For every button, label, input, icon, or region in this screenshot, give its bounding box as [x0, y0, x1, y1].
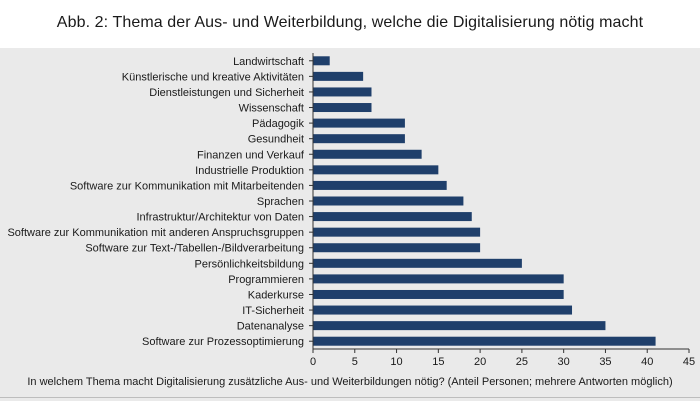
- bar-5: [313, 118, 405, 128]
- bar-6: [313, 134, 405, 144]
- bar-1: [313, 56, 330, 66]
- bar-16: [313, 289, 564, 299]
- category-label: Künstlerische und kreative Aktivitäten: [122, 71, 304, 83]
- bar-12: [313, 227, 481, 237]
- bar-15: [313, 274, 564, 284]
- category-label: Programmieren: [228, 274, 304, 286]
- category-label: Datenanalyse: [237, 321, 304, 333]
- chart-title: Abb. 2: Thema der Aus- und Weiterbildung…: [56, 14, 644, 31]
- category-label: Software zur Kommunikation mit anderen A…: [7, 227, 304, 239]
- footer-divider: [0, 397, 700, 398]
- category-label: Software zur Prozessoptimierung: [142, 336, 304, 348]
- bar-17: [313, 305, 573, 315]
- x-axis-label: In welchem Thema macht Digitalisierung z…: [27, 376, 673, 388]
- category-label: Sprachen: [257, 196, 304, 208]
- bar-18: [313, 321, 606, 331]
- category-label: IT-Sicherheit: [242, 305, 304, 317]
- category-label: Landwirtschaft: [233, 56, 304, 68]
- bar-19: [313, 336, 656, 346]
- x-tick-label: 45: [683, 356, 695, 368]
- bar-13: [313, 243, 481, 253]
- bar-7: [313, 149, 422, 159]
- category-label: Persönlichkeitsbildung: [195, 258, 304, 270]
- bar-4: [313, 103, 372, 113]
- category-label: Gesundheit: [248, 134, 304, 146]
- x-tick-label: 40: [641, 356, 653, 368]
- x-tick-label: 0: [310, 356, 316, 368]
- bar-3: [313, 87, 372, 97]
- bar-8: [313, 165, 439, 175]
- x-tick-label: 35: [599, 356, 611, 368]
- bar-14: [313, 258, 522, 268]
- x-tick-label: 25: [516, 356, 528, 368]
- bar-11: [313, 212, 472, 222]
- category-label: Infrastruktur/Architektur von Daten: [136, 212, 304, 224]
- bar-9: [313, 180, 447, 190]
- x-tick-label: 30: [558, 356, 570, 368]
- x-tick-label: 20: [474, 356, 486, 368]
- bar-10: [313, 196, 464, 206]
- category-label: Software zur Text-/Tabellen-/Bildverarbe…: [85, 243, 304, 255]
- bar-2: [313, 71, 364, 81]
- category-label: Kaderkurse: [248, 289, 304, 301]
- category-label: Wissenschaft: [239, 103, 304, 115]
- x-tick-label: 5: [352, 356, 358, 368]
- category-label: Pädagogik: [252, 118, 304, 130]
- category-label: Industrielle Produktion: [195, 165, 304, 177]
- x-tick-label: 15: [432, 356, 444, 368]
- category-label: Dienstleistungen und Sicherheit: [149, 87, 304, 99]
- category-label: Finanzen und Verkauf: [197, 149, 305, 161]
- category-label: Software zur Kommunikation mit Mitarbeit…: [70, 180, 304, 192]
- x-tick-label: 10: [390, 356, 402, 368]
